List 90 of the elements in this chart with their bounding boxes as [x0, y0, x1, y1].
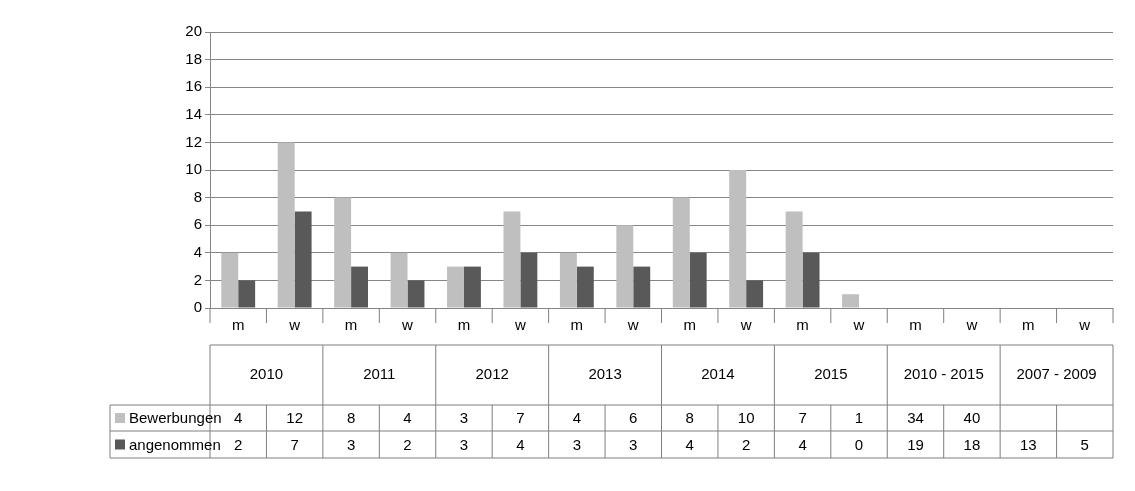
bar — [672, 197, 690, 308]
data-label: 3 — [629, 435, 638, 453]
x-tick-label: m — [457, 316, 471, 334]
bar — [729, 170, 747, 308]
x-tick-label: m — [231, 316, 245, 334]
x-tick-label: m — [570, 316, 584, 334]
bar — [334, 197, 352, 308]
bar — [221, 252, 239, 308]
data-label: 4 — [798, 435, 807, 453]
bar — [463, 266, 481, 308]
bar — [689, 252, 707, 308]
y-tick-label: 16 — [185, 77, 202, 95]
text: 5 — [1080, 435, 1089, 453]
data-label: 7 — [290, 435, 299, 453]
data-label: 6 — [629, 409, 638, 427]
x-tick-label: m — [344, 316, 358, 334]
legend-label: angenommen — [129, 435, 221, 453]
x-tick-label: w — [401, 316, 414, 334]
data-label: 2 — [741, 435, 751, 453]
y-tick-label: 6 — [193, 215, 202, 233]
bar — [616, 225, 634, 308]
text: 2014 — [701, 365, 735, 383]
text: 2011 — [363, 365, 396, 383]
x-tick-label: m — [683, 316, 696, 334]
bar — [633, 266, 651, 308]
text: 2012 — [475, 365, 509, 383]
data-label: 4 — [572, 409, 582, 427]
x-tick-label: w — [1078, 316, 1091, 334]
y-tick-label: 14 — [185, 104, 202, 122]
data-label: 7 — [798, 409, 807, 427]
x-tick-label: m — [796, 316, 809, 334]
data-label: 4 — [234, 409, 243, 427]
bar — [802, 252, 820, 308]
data-label: 10 — [737, 409, 755, 427]
data-label: 3 — [459, 409, 469, 427]
text: 2013 — [588, 365, 622, 383]
y-tick-label: 12 — [185, 132, 202, 150]
text: 18 — [963, 435, 981, 453]
data-label: 8 — [685, 409, 694, 427]
bar — [503, 211, 521, 308]
data-label: 4 — [516, 435, 525, 453]
x-tick-label: w — [288, 316, 301, 334]
x-tick-label: w — [626, 316, 639, 334]
data-label: 2 — [403, 435, 412, 453]
x-tick-label: m — [1022, 316, 1035, 334]
y-tick-label: 20 — [185, 22, 202, 40]
data-label: 3 — [459, 435, 469, 453]
bar — [520, 252, 538, 308]
bar — [351, 266, 369, 308]
data-label: 3 — [572, 435, 582, 453]
text: 2010 - 2015 — [903, 365, 984, 383]
y-tick-label: 2 — [193, 270, 202, 288]
text: 34 — [907, 409, 924, 427]
bar — [390, 252, 408, 308]
x-tick-label: m — [909, 316, 922, 334]
text: 2007 - 2009 — [1016, 365, 1097, 383]
legend-label: Bewerbungen — [129, 409, 222, 427]
bar — [238, 280, 256, 308]
data-label: 3 — [346, 435, 356, 453]
data-label: 7 — [516, 409, 525, 427]
text: 2010 — [249, 365, 284, 383]
x-tick-label: w — [739, 316, 752, 334]
text: 19 — [907, 435, 924, 453]
y-tick-label: 4 — [193, 242, 202, 260]
text: 13 — [1020, 435, 1037, 453]
bar — [294, 211, 312, 308]
data-label: 4 — [403, 409, 412, 427]
data-label: 1 — [854, 409, 864, 427]
y-tick-label: 18 — [185, 49, 202, 67]
data-label: 4 — [685, 435, 694, 453]
data-label: 2 — [234, 435, 243, 453]
x-tick-label: w — [852, 316, 865, 334]
data-label: 12 — [286, 409, 303, 427]
text: 40 — [963, 409, 981, 427]
y-tick-label: 0 — [193, 298, 202, 316]
bar — [407, 280, 425, 308]
y-tick-label: 10 — [185, 160, 202, 178]
data-label: 8 — [346, 409, 356, 427]
x-tick-label: w — [513, 316, 526, 334]
bar — [785, 211, 803, 308]
bar — [746, 280, 764, 308]
bar — [559, 252, 577, 308]
bar — [447, 266, 464, 308]
bar — [277, 142, 295, 308]
data-label: 0 — [854, 435, 864, 453]
y-tick-label: 8 — [193, 187, 202, 205]
x-tick-label: w — [965, 316, 978, 334]
bar — [576, 266, 594, 308]
text: 2015 — [814, 365, 848, 383]
bar — [842, 294, 860, 308]
